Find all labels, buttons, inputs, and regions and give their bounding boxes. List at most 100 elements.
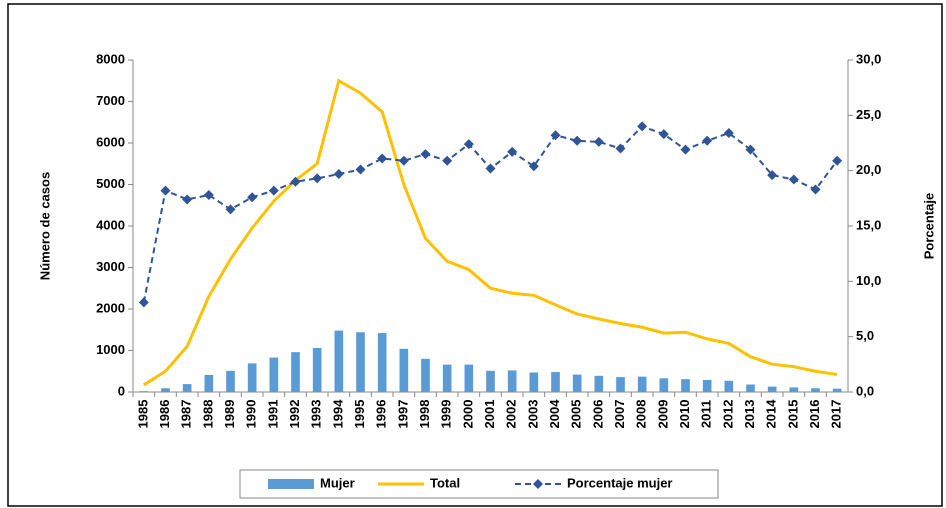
y-tick-label: 4000 [96,217,125,232]
legend-marker [533,479,543,489]
marker [723,128,734,139]
x-tick-label: 1989 [222,400,237,429]
bar [659,378,669,392]
x-tick-label: 1988 [200,400,215,429]
marker [442,155,453,166]
marker [507,146,518,157]
marker [268,185,279,196]
bar [247,363,257,392]
x-tick-label: 1997 [395,400,410,429]
x-tick-label: 2010 [677,400,692,429]
x-tick-label: 2017 [829,400,844,429]
legend-label: Porcentaje mujer [567,475,673,490]
bar [442,364,452,392]
marker [702,135,713,146]
x-tick-label: 2012 [720,400,735,429]
legend-label: Mujer [320,475,355,490]
marker [615,143,626,154]
legend-label: Total [430,475,460,490]
bar [724,380,734,392]
x-tick-label: 2002 [504,400,519,429]
bar [486,370,495,392]
marker [680,144,691,155]
chart-frame [7,3,943,507]
y2-tick-label: 20,0 [856,162,881,177]
y-tick-label: 0 [118,383,125,398]
y2-tick-label: 5,0 [856,328,874,343]
y-tick-label: 8000 [96,51,125,66]
bar [334,330,344,392]
marker [832,155,843,166]
y2-tick-label: 30,0 [856,51,881,66]
bar [702,379,712,392]
x-tick-label: 1996 [374,400,389,429]
bar [464,364,474,392]
marker [572,135,583,146]
line [143,78,838,387]
x-tick-label: 2005 [569,400,584,429]
x-tick-label: 2011 [699,400,714,428]
y-tick-label: 5000 [96,176,125,191]
bar [161,388,170,392]
y-tick-label: 3000 [96,259,125,274]
x-tick-label: 2003 [525,400,540,429]
y-tick-label: 1000 [96,342,125,357]
marker [225,204,236,215]
y2-tick-label: 25,0 [856,107,881,122]
bar [616,377,625,392]
y-tick-label: 7000 [96,93,125,108]
bar [182,384,192,392]
bar [572,374,582,392]
marker [138,297,149,308]
marker [528,161,539,172]
marker [333,168,344,179]
bar [399,348,409,392]
x-tick-label: 2016 [807,400,822,429]
marker [463,139,474,150]
bar [529,372,539,392]
x-tick-label: 2008 [634,400,649,429]
y-tick-label: 2000 [96,300,125,315]
bar [377,333,387,392]
x-tick-label: 1998 [417,400,432,429]
bar [681,379,690,392]
x-tick-label: 1986 [157,400,172,429]
marker [637,121,648,132]
marker [247,192,258,203]
x-tick-label: 1991 [265,400,280,429]
marker [203,190,214,201]
legend-box [239,469,719,499]
x-tick-label: 1987 [179,400,194,429]
x-tick-label: 2001 [482,400,497,429]
y2-axis-title: Porcentaje [921,193,936,259]
x-tick-label: 2004 [547,399,562,429]
x-tick-label: 1993 [309,400,324,429]
marker [485,163,496,174]
marker [767,170,778,181]
x-tick-label: 1985 [135,400,150,429]
marker [377,153,388,164]
x-tick-label: 2015 [785,400,800,429]
marker [593,136,604,147]
x-tick-label: 1992 [287,400,302,429]
marker [398,155,409,166]
marker [658,129,669,140]
marker [788,174,799,185]
bar [507,370,517,392]
x-tick-label: 1999 [439,400,454,429]
x-tick-label: 1995 [352,400,367,429]
bar [637,376,647,392]
y2-tick-label: 15,0 [856,217,881,232]
x-tick-label: 2006 [590,400,605,429]
bar [312,348,322,392]
x-tick-label: 1990 [244,400,259,429]
bar [767,386,777,392]
bar [832,388,842,392]
marker [290,176,301,187]
bar [811,388,820,392]
bar [594,375,604,392]
marker [745,144,756,155]
bar [551,372,560,392]
x-tick-label: 2009 [655,400,670,429]
